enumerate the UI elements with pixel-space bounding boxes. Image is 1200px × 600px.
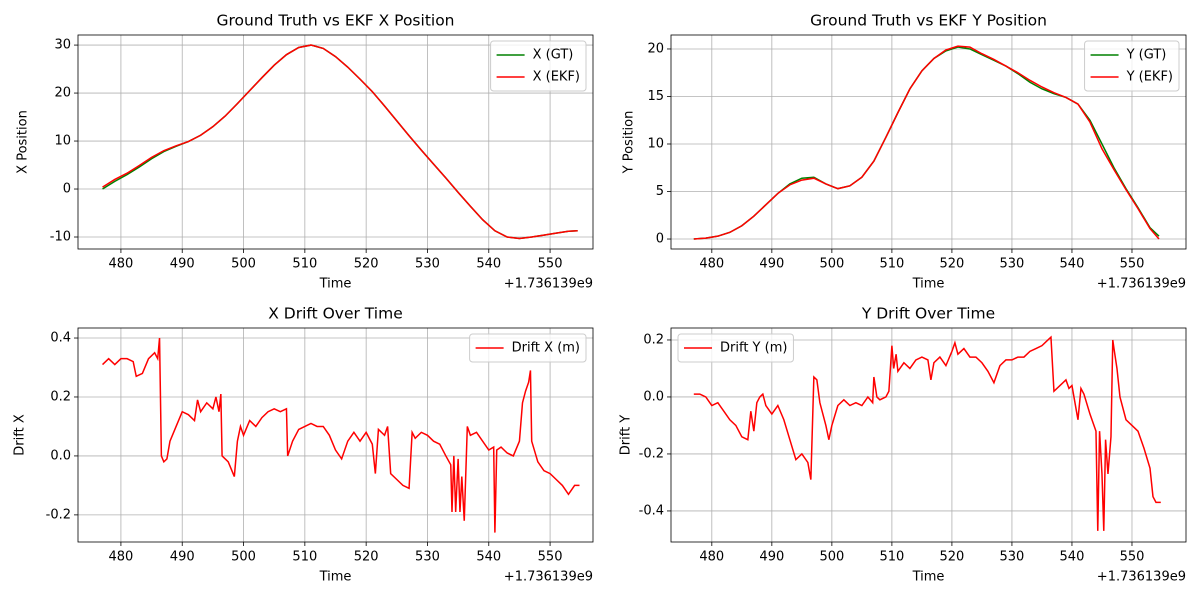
y-tick-label: 20	[54, 86, 71, 101]
legend-label: Y (EKF)	[1126, 70, 1173, 85]
x-tick-label: 530	[415, 257, 440, 272]
x-tick-label: 500	[231, 257, 256, 272]
x-tick-label: 490	[759, 257, 784, 272]
y-tick-label: 0	[63, 182, 71, 197]
x-tick-label: 520	[939, 550, 964, 565]
x-tick-label: 510	[292, 257, 317, 272]
x-tick-label: 500	[819, 550, 844, 565]
y-tick-label: -0.2	[639, 446, 664, 461]
legend-frame	[490, 40, 587, 92]
x-axis-label: Time	[319, 570, 352, 585]
x-tick-label: 540	[1060, 550, 1085, 565]
y-tick-label: 0.0	[50, 448, 71, 463]
y-tick-label: -10	[50, 230, 71, 245]
x-tick-label: 500	[231, 550, 256, 565]
x-tick-label: 550	[1120, 550, 1145, 565]
y-tick-label: 30	[54, 38, 71, 53]
data-line	[693, 45, 1160, 240]
x-tick-label: 480	[109, 550, 134, 565]
y-tick-label: -0.4	[639, 503, 664, 518]
x-axis-label: Time	[912, 570, 945, 585]
x-axis-label: Time	[319, 277, 352, 292]
x-tick-label: 540	[476, 257, 501, 272]
x-tick-label: 500	[819, 257, 844, 272]
data-line	[102, 44, 578, 240]
x-tick-label: 480	[699, 257, 724, 272]
y-tick-label: 10	[647, 136, 664, 151]
y-tick-label: 0.2	[643, 332, 664, 347]
y-axis-label: Drift X	[13, 414, 28, 456]
x-tick-label: 510	[879, 550, 904, 565]
x-tick-label: 550	[1120, 257, 1145, 272]
legend-label: X (EKF)	[533, 70, 580, 85]
y-tick-label: 10	[54, 134, 71, 149]
subplot-title: X Drift Over Time	[268, 305, 403, 323]
x-offset-label: +1.736139e9	[504, 570, 593, 585]
x-axis-label: Time	[912, 277, 945, 292]
x-tick-label: 520	[354, 550, 379, 565]
x-tick-label: 520	[354, 257, 379, 272]
legend-label: Drift X (m)	[512, 341, 580, 356]
subplot-title: Ground Truth vs EKF Y Position	[810, 12, 1047, 30]
x-tick-label: 480	[699, 550, 724, 565]
data-line	[693, 335, 1161, 531]
x-tick-label: 510	[292, 550, 317, 565]
legend-label: X (GT)	[533, 48, 574, 63]
y-tick-label: 0.2	[50, 389, 71, 404]
subplot-title: Ground Truth vs EKF X Position	[216, 12, 454, 30]
legend-label: Drift Y (m)	[720, 341, 787, 356]
legend: Drift Y (m)	[677, 333, 794, 363]
y-tick-label: -0.2	[46, 507, 71, 522]
x-tick-label: 490	[759, 550, 784, 565]
x-tick-label: 550	[538, 257, 563, 272]
subplot-title: Y Drift Over Time	[861, 305, 995, 323]
x-tick-label: 530	[415, 550, 440, 565]
x-tick-label: 510	[879, 257, 904, 272]
x-tick-label: 540	[1060, 257, 1085, 272]
x-offset-label: +1.736139e9	[1097, 277, 1186, 292]
x-tick-label: 550	[538, 550, 563, 565]
legend-frame	[677, 333, 794, 363]
axes-frame	[670, 34, 1187, 250]
y-tick-label: 15	[647, 89, 664, 104]
x-tick-label: 490	[170, 550, 195, 565]
data-line	[102, 337, 580, 533]
legend-frame	[1084, 40, 1180, 92]
x-tick-label: 520	[939, 257, 964, 272]
legend: Y (GT) Y (EKF)	[1084, 40, 1180, 92]
legend: X (GT) X (EKF)	[490, 40, 587, 92]
x-tick-label: 480	[109, 257, 134, 272]
x-tick-label: 490	[170, 257, 195, 272]
axes-frame	[77, 34, 594, 250]
y-tick-label: 0	[656, 232, 664, 247]
legend-frame	[469, 333, 587, 363]
legend-label: Y (GT)	[1126, 48, 1167, 63]
legend: Drift X (m)	[469, 333, 587, 363]
axes-frame	[77, 327, 594, 543]
y-tick-label: 0.4	[50, 331, 71, 346]
y-tick-label: 5	[656, 184, 664, 199]
x-tick-label: 530	[1000, 257, 1025, 272]
axes-frame	[670, 327, 1187, 543]
y-tick-label: 0.0	[643, 389, 664, 404]
x-offset-label: +1.736139e9	[1097, 570, 1186, 585]
y-axis-label: Drift Y	[619, 415, 634, 456]
x-offset-label: +1.736139e9	[504, 277, 593, 292]
y-axis-label: Y Position	[622, 111, 637, 175]
x-tick-label: 530	[1000, 550, 1025, 565]
y-tick-label: 20	[647, 41, 664, 56]
y-axis-label: X Position	[16, 110, 31, 174]
x-tick-label: 540	[476, 550, 501, 565]
